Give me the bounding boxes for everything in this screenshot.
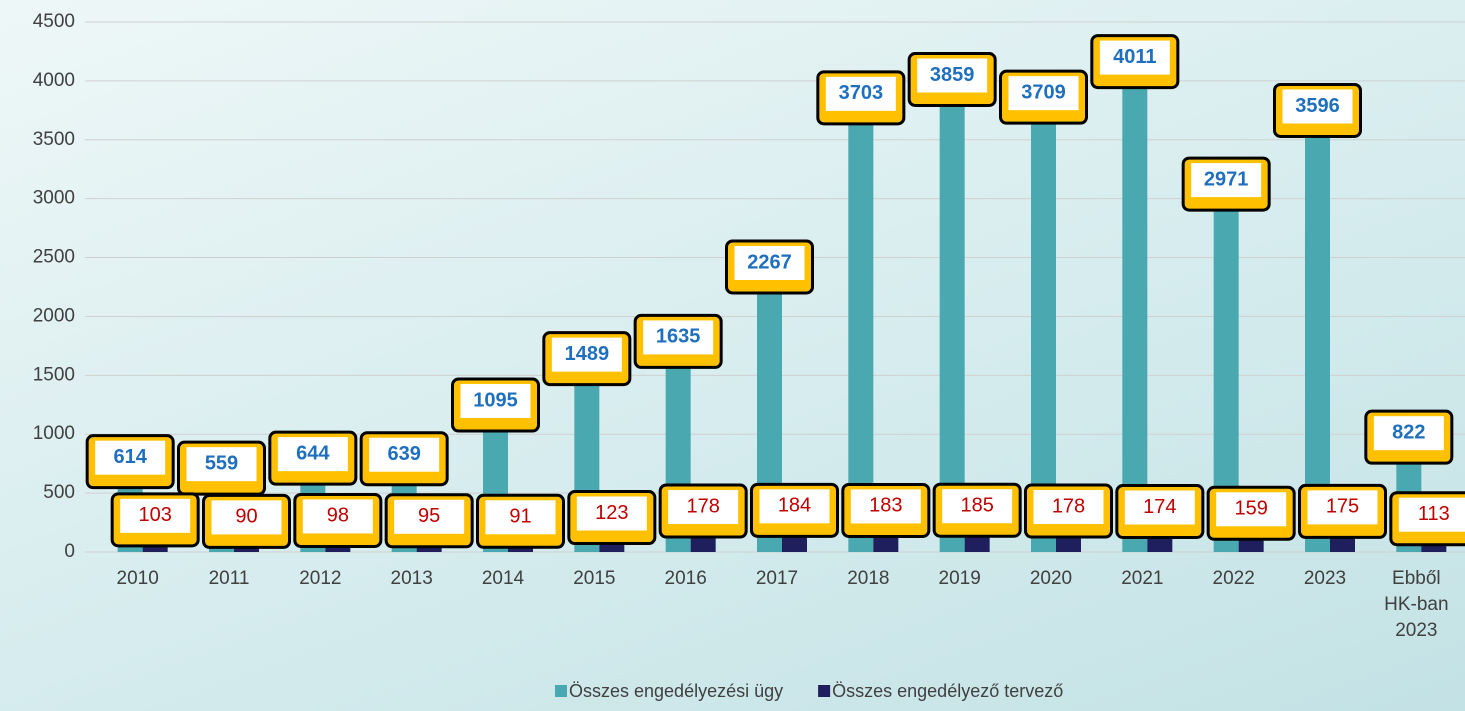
label-inner — [460, 384, 531, 419]
legend-label: Összes engedélyezési ügy — [569, 681, 783, 701]
data-label: 822 — [1392, 421, 1425, 443]
data-label: 2267 — [747, 251, 792, 273]
x-tick-label: 2015 — [573, 568, 616, 589]
data-label: 3709 — [1021, 81, 1066, 103]
y-tick-label: 1000 — [33, 423, 75, 444]
bar — [1031, 115, 1056, 552]
label-inner — [394, 499, 465, 534]
data-label: 1635 — [656, 326, 701, 348]
x-tick-label: 2013 — [390, 568, 433, 589]
label-inner — [302, 499, 373, 534]
label-inner — [850, 489, 921, 524]
data-label: 103 — [138, 504, 171, 526]
x-tick-label: 2019 — [938, 568, 981, 589]
label-inner — [369, 437, 440, 472]
bar — [1122, 79, 1148, 553]
data-label: 185 — [960, 494, 993, 516]
data-label: 2971 — [1204, 168, 1249, 190]
x-tick-label: 2010 — [116, 568, 159, 589]
data-label: 639 — [387, 443, 420, 465]
data-label: 3703 — [839, 82, 884, 104]
data-label: 559 — [205, 452, 238, 474]
data-label: 644 — [296, 442, 330, 464]
y-tick-label: 1500 — [33, 364, 75, 385]
data-label: 1489 — [565, 343, 610, 365]
data-label: 174 — [1143, 496, 1176, 518]
label-inner — [485, 500, 556, 535]
label-inner — [1216, 492, 1287, 527]
data-label: 159 — [1234, 498, 1267, 520]
data-label: 175 — [1326, 496, 1359, 518]
legend-label: Összes engedélyező tervező — [832, 681, 1063, 701]
label-inner — [211, 500, 282, 535]
bar — [848, 115, 874, 552]
label-inner — [942, 489, 1013, 524]
x-tick-label: 2020 — [1029, 568, 1073, 589]
label-inner — [1033, 490, 1104, 525]
y-tick-label: 3000 — [33, 188, 75, 209]
x-tick-label: 2012 — [299, 568, 342, 589]
label-inner — [643, 320, 714, 355]
y-tick-label: 3500 — [33, 129, 75, 150]
data-label: 1095 — [473, 389, 518, 411]
label-inner — [759, 489, 830, 524]
label-inner — [120, 498, 191, 533]
data-label: 4011 — [1113, 46, 1156, 68]
data-label: 95 — [418, 505, 440, 527]
label-inner — [1008, 76, 1079, 111]
label-inner — [1282, 89, 1353, 124]
data-label: 3596 — [1295, 95, 1340, 117]
label-inner — [1373, 416, 1444, 451]
x-tick-label: 2011 — [208, 568, 250, 589]
label-inner — [734, 245, 805, 280]
data-label: 614 — [113, 446, 147, 468]
x-tick-label: 2017 — [755, 568, 799, 589]
label-inner — [1307, 490, 1378, 525]
y-tick-label: 500 — [43, 482, 75, 503]
label-inner — [186, 447, 257, 482]
data-label: 178 — [1052, 495, 1085, 517]
x-tick-label: Ebből HK-ban 2023 — [1384, 568, 1449, 641]
label-inner — [95, 440, 166, 475]
data-label: 184 — [778, 495, 811, 517]
data-label: 183 — [869, 495, 902, 517]
label-inner — [1099, 40, 1170, 75]
y-tick-label: 4000 — [33, 70, 75, 91]
data-label: 90 — [235, 506, 257, 528]
data-label: 123 — [595, 502, 628, 524]
bar — [1305, 128, 1330, 552]
x-tick-label: 2023 — [1303, 568, 1347, 589]
label-inner — [1191, 163, 1262, 198]
x-tick-label: 2014 — [481, 568, 525, 589]
bar — [939, 97, 965, 553]
y-tick-label: 2500 — [33, 247, 75, 268]
data-label: 113 — [1418, 503, 1450, 525]
legend-swatch — [555, 685, 567, 697]
x-tick-label: 2018 — [847, 568, 890, 589]
y-tick-label: 0 — [64, 541, 75, 562]
y-tick-label: 2000 — [33, 305, 75, 326]
x-tick-label: 2022 — [1212, 568, 1255, 589]
data-label: 91 — [509, 506, 531, 528]
label-inner — [1124, 490, 1195, 525]
data-label: 98 — [327, 505, 349, 527]
label-inner — [576, 496, 647, 531]
data-label: 3859 — [930, 64, 975, 86]
label-inner — [1398, 497, 1465, 532]
x-tick-label: 2016 — [664, 568, 707, 589]
label-inner — [277, 437, 348, 472]
legend-swatch — [818, 685, 831, 697]
data-label: 178 — [686, 495, 719, 517]
label-inner — [668, 490, 739, 525]
label-inner — [551, 337, 622, 372]
label-inner — [917, 58, 988, 93]
y-tick-label: 4500 — [33, 11, 75, 32]
x-tick-label: 2021 — [1121, 568, 1164, 589]
label-inner — [825, 76, 896, 111]
